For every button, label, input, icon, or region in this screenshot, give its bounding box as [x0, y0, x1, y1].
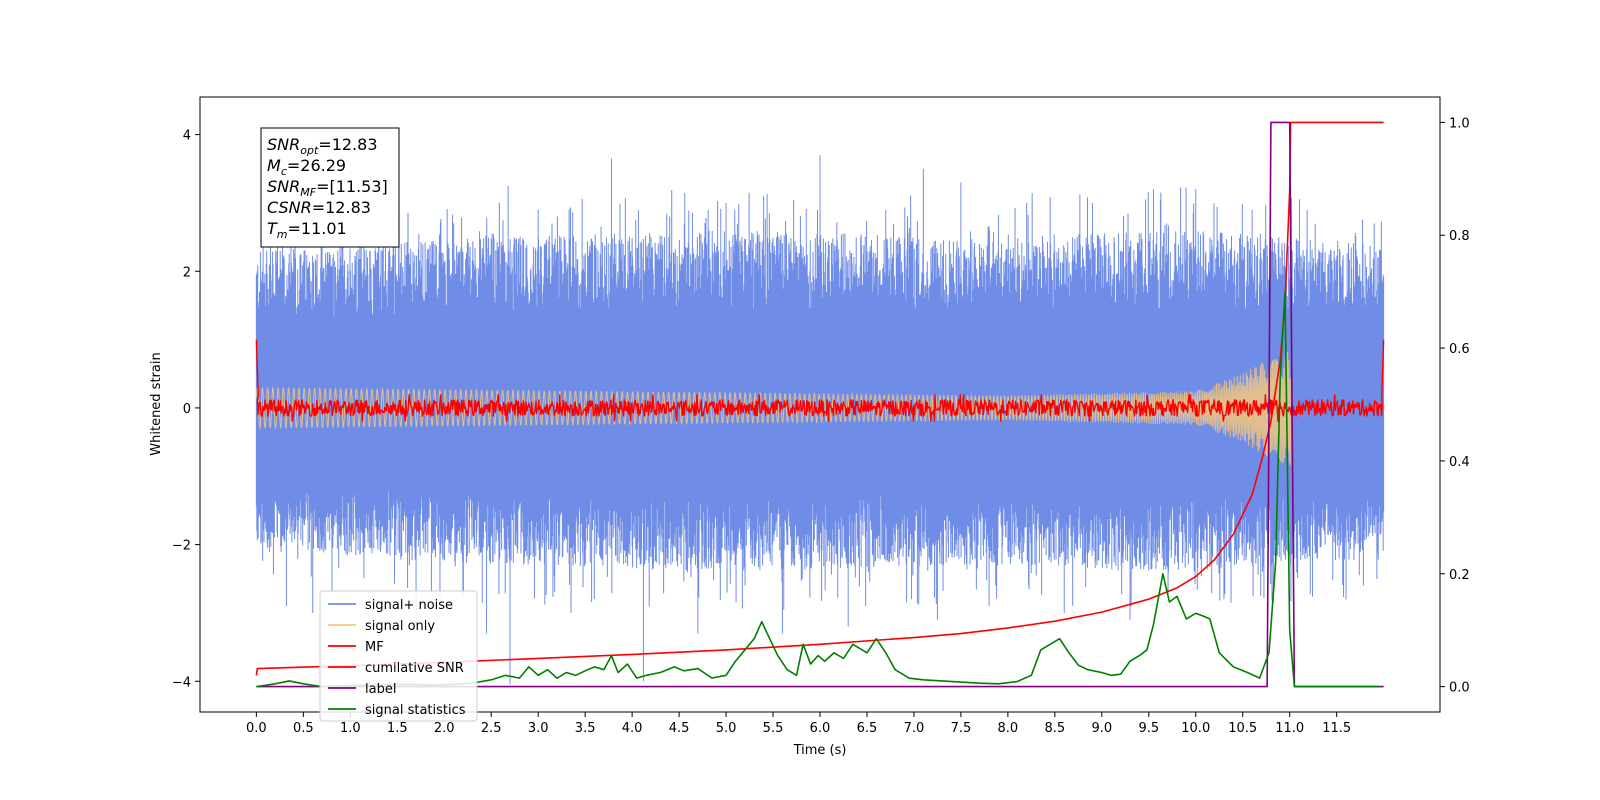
x-tick-label: 3.0: [528, 721, 549, 736]
y2-tick-label: 0.8: [1449, 229, 1470, 244]
series-signal-only: [255, 351, 1292, 466]
x-tick-label: 2.5: [481, 721, 502, 736]
legend-frame: [319, 590, 478, 722]
x-tick-label: 5.5: [763, 721, 784, 736]
x-tick-label: 4.0: [622, 721, 643, 736]
x-tick-label: 2.0: [434, 721, 455, 736]
y2-tick-label: 1.0: [1449, 116, 1470, 131]
annotation-box: SNRopt=12.83Mc=26.29SNRMF=[11.53]CSNR=12…: [260, 127, 400, 248]
annotation-line: SNRMF=[11.53]: [267, 177, 388, 199]
y-axis-title: Whitened strain: [149, 352, 164, 455]
legend-label: signal+ noise: [365, 598, 453, 613]
y-tick-label: −2: [172, 539, 191, 554]
x-tick-label: 4.5: [669, 721, 690, 736]
y2-tick-label: 0.6: [1449, 342, 1470, 357]
x-tick-label: 10.5: [1228, 721, 1257, 736]
legend: signal+ noise signal only MF cumilative SNR…: [319, 590, 478, 722]
x-tick-label: 9.0: [1091, 721, 1112, 736]
x-tick-label: 7.0: [904, 721, 925, 736]
legend-label: signal only: [365, 619, 435, 634]
x-tick-label: 11.5: [1322, 721, 1351, 736]
series-signal-statistics: [256, 290, 1379, 688]
legend-label: signal statistics: [365, 703, 466, 718]
x-tick-label: 10.0: [1181, 721, 1210, 736]
x-tick-label: 0.5: [293, 721, 314, 736]
y2-tick-label: 0.2: [1449, 568, 1470, 583]
y-tick-label: 2: [183, 265, 191, 280]
x-tick-label: 6.0: [810, 721, 831, 736]
legend-label: MF: [365, 640, 384, 655]
x-axis-title: Time (s): [793, 743, 847, 758]
legend-label: cumilative SNR: [365, 661, 464, 676]
annotation-frame: [260, 127, 400, 248]
series-mf: [255, 339, 1385, 422]
x-axis: 0.0 0.5 1.0 1.5 2.0 2.5 3.0 3.5 4.0 4.5 5.0 5.5 6.0 6…: [246, 712, 1351, 736]
x-tick-label: 0.0: [246, 721, 267, 736]
x-tick-label: 1.0: [340, 721, 361, 736]
y-axis-right: 0.0 0.2 0.4 0.6 0.8 1.0: [1440, 116, 1470, 696]
annotation-line: Mc=26.29: [267, 156, 346, 178]
legend-label: label: [365, 682, 396, 697]
x-tick-label: 1.5: [387, 721, 408, 736]
y-axis-left: −4 −2 0 2 4: [172, 129, 200, 690]
x-tick-label: 8.5: [1045, 721, 1066, 736]
y-tick-label: 0: [183, 402, 191, 417]
x-tick-label: 7.5: [951, 721, 972, 736]
annotation-line: Tm=11.01: [267, 219, 347, 241]
x-tick-label: 9.5: [1138, 721, 1159, 736]
y-tick-label: 4: [183, 129, 191, 144]
x-tick-label: 11.0: [1275, 721, 1304, 736]
annotation-line: CSNR=12.83: [267, 198, 371, 217]
y2-tick-label: 0.0: [1449, 681, 1470, 696]
x-tick-label: 6.5: [857, 721, 878, 736]
x-tick-label: 8.0: [998, 721, 1019, 736]
annotation-line: SNRopt=12.83: [267, 135, 378, 157]
y-tick-label: −4: [172, 675, 191, 690]
series-layer: [255, 121, 1385, 688]
series-cumulative-snr: [255, 121, 1384, 676]
y2-tick-label: 0.4: [1449, 455, 1470, 470]
x-tick-label: 5.0: [716, 721, 737, 736]
x-tick-label: 3.5: [575, 721, 596, 736]
